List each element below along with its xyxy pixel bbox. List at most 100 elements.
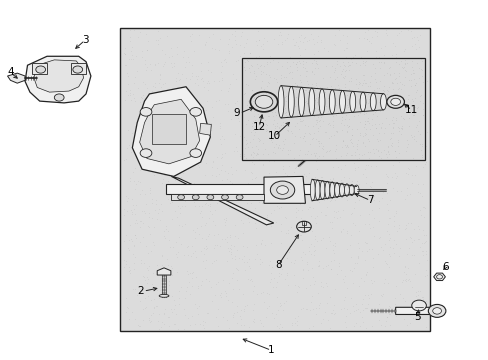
Point [226,179,234,184]
Point [375,106,383,112]
Polygon shape [157,268,170,275]
Point [340,297,347,303]
Point [296,79,304,85]
Point [262,222,270,228]
Point [242,116,249,122]
Point [404,166,411,171]
Point [281,112,289,118]
Point [301,122,308,128]
Point [333,85,341,91]
Point [266,113,274,118]
Point [248,148,256,153]
Point [278,266,286,272]
Point [191,301,199,306]
Point [171,113,179,119]
Point [350,116,358,121]
Point [407,134,415,140]
Point [141,147,148,153]
Point [326,310,334,316]
Point [300,201,307,206]
Point [411,163,419,169]
Point [237,75,245,81]
Point [327,95,335,101]
Point [403,141,411,147]
Point [388,125,396,130]
Point [189,199,197,205]
Point [311,95,319,101]
Point [256,183,264,189]
Point [283,92,291,98]
Point [418,107,426,112]
Point [306,115,314,121]
Point [149,144,157,150]
Polygon shape [264,176,305,203]
Text: 4: 4 [7,67,14,77]
Point [350,82,358,88]
Point [126,175,134,181]
Point [232,98,240,104]
Point [325,95,333,101]
Point [343,33,350,39]
Point [339,179,346,185]
Point [288,82,296,88]
Point [282,98,289,104]
Point [272,123,280,129]
Point [415,92,423,98]
Point [326,197,334,203]
Point [257,126,264,132]
Point [157,180,165,186]
Point [411,116,419,121]
Point [151,207,159,213]
Point [392,117,400,123]
Point [248,67,256,72]
Point [239,151,247,157]
Point [345,62,352,68]
Point [373,29,381,35]
Polygon shape [132,87,210,176]
Point [181,64,188,69]
Point [264,303,272,309]
Point [287,107,295,113]
Point [269,127,277,133]
Point [325,220,333,225]
Point [142,31,150,37]
Point [250,95,258,100]
Point [120,212,128,218]
Point [295,98,303,104]
Point [289,156,297,161]
Point [237,33,244,39]
Point [258,94,265,100]
Point [364,136,371,142]
Point [143,47,151,53]
Point [314,128,322,134]
Point [381,105,389,111]
Point [298,156,305,162]
Point [284,282,291,288]
Point [312,123,320,129]
Point [279,181,286,187]
Point [236,313,244,319]
Point [366,149,373,155]
Point [320,109,328,115]
Point [383,136,390,142]
Point [335,37,343,43]
Point [286,63,294,68]
Point [244,256,252,262]
Point [210,78,218,84]
Point [311,233,319,239]
Point [396,125,404,131]
Point [309,123,317,129]
Point [253,150,261,156]
Point [306,137,314,143]
Point [144,38,152,44]
Point [360,122,368,127]
Point [340,294,348,300]
Point [189,227,197,233]
Point [169,321,177,327]
Point [409,34,417,40]
Point [278,145,286,151]
Point [377,120,385,126]
Point [243,36,251,42]
Point [147,248,155,254]
Point [417,93,425,98]
